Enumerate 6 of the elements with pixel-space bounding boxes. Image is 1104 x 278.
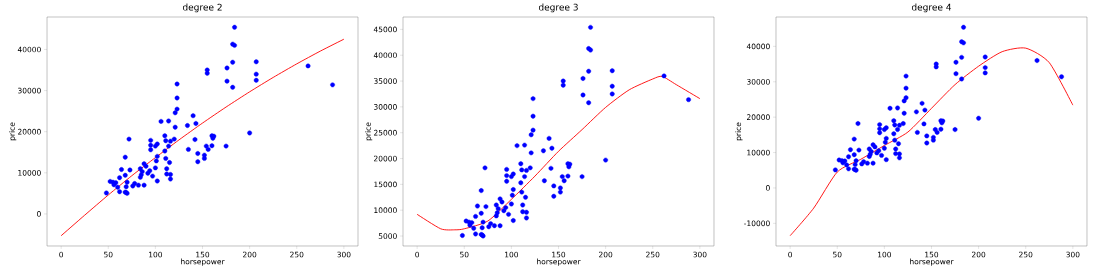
line-series — [789, 47, 1074, 237]
chart-title: degree 2 — [182, 3, 222, 13]
chart-title: degree 3 — [538, 3, 578, 13]
line-series — [60, 38, 345, 237]
line-series — [416, 75, 701, 231]
chart-title: degree 4 — [911, 3, 952, 13]
